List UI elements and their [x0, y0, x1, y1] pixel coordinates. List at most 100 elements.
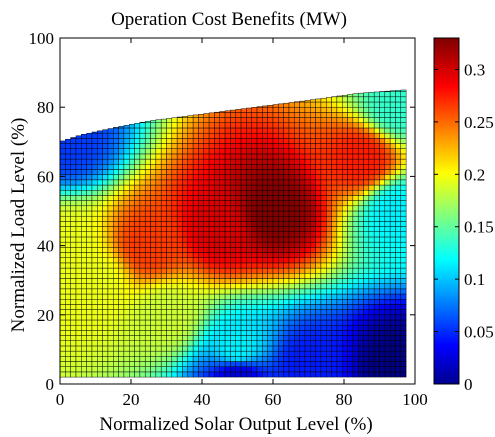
heatmap-cell — [326, 179, 332, 186]
heatmap-cell — [123, 236, 130, 243]
heatmap-cell — [59, 153, 66, 160]
heatmap-cell — [251, 335, 258, 341]
heatmap-cell — [144, 190, 151, 196]
heatmap-cell — [400, 148, 407, 155]
heatmap-cell — [203, 241, 210, 248]
heatmap-cell — [240, 361, 247, 367]
heatmap-cell — [123, 143, 130, 149]
heatmap-cell — [144, 283, 151, 290]
heatmap-cell — [379, 293, 386, 300]
heatmap-cell — [278, 148, 284, 155]
heatmap-cell — [166, 371, 173, 378]
heatmap-cell — [129, 241, 135, 248]
heatmap-cell — [102, 236, 109, 243]
heatmap-cell — [320, 122, 327, 129]
heatmap-cell — [144, 356, 151, 362]
heatmap-cell — [310, 226, 316, 232]
heatmap-cell — [81, 252, 87, 258]
heatmap-cell — [235, 340, 242, 347]
x-tick-label: 40 — [194, 390, 211, 409]
heatmap-cell — [368, 158, 375, 165]
heatmap-cell — [262, 138, 268, 144]
heatmap-cell — [389, 299, 396, 305]
heatmap-cell — [176, 221, 183, 227]
heatmap-cell — [81, 164, 87, 170]
heatmap-cell — [357, 345, 364, 352]
heatmap-cell — [294, 267, 300, 274]
colorbar-tick-label: 0 — [464, 375, 473, 394]
heatmap-cell — [342, 117, 348, 123]
y-tick-label: 20 — [37, 306, 54, 325]
heatmap-cell — [379, 252, 386, 258]
heatmap-cell — [187, 262, 194, 269]
heatmap-cell — [155, 148, 162, 155]
heatmap-cell — [176, 241, 183, 248]
heatmap-cell — [155, 293, 162, 300]
heatmap-cell — [283, 117, 290, 123]
heatmap-cell — [379, 200, 386, 207]
heatmap-cell — [224, 215, 231, 222]
heatmap-cell — [192, 309, 199, 316]
heatmap-cell — [363, 195, 370, 201]
heatmap-cell — [139, 221, 146, 227]
heatmap-cell — [214, 148, 220, 155]
heatmap-cell — [81, 153, 87, 160]
heatmap-cell — [187, 195, 194, 201]
heatmap-cell — [171, 345, 178, 352]
heatmap-cell — [342, 345, 348, 352]
heatmap-cell — [182, 205, 189, 212]
heatmap-cell — [203, 252, 210, 258]
heatmap-cell — [272, 288, 279, 295]
heatmap-cell — [331, 283, 338, 290]
heatmap-cell — [246, 112, 252, 118]
heatmap-cell — [107, 174, 114, 181]
heatmap-cell — [139, 366, 146, 373]
heatmap-cell — [107, 345, 114, 352]
heatmap-cell — [107, 210, 114, 217]
heatmap-cell — [400, 340, 407, 347]
heatmap-cell — [352, 267, 359, 274]
heatmap-cell — [326, 247, 332, 253]
heatmap-cell — [160, 288, 167, 295]
heatmap-cell — [352, 210, 359, 217]
heatmap-cell — [384, 350, 391, 357]
heatmap-cell — [288, 319, 295, 326]
heatmap-cell — [235, 205, 242, 212]
heatmap-cell — [203, 335, 210, 341]
heatmap-cell — [347, 314, 354, 321]
heatmap-cell — [65, 267, 71, 274]
heatmap-cell — [235, 210, 242, 217]
heatmap-cell — [224, 122, 231, 129]
heatmap-cell — [75, 236, 82, 243]
heatmap-cell — [310, 314, 316, 321]
heatmap-cell — [304, 215, 311, 222]
heatmap-cell — [352, 283, 359, 290]
heatmap-cell — [182, 215, 189, 222]
heatmap-cell — [192, 247, 199, 253]
heatmap-cell — [235, 195, 242, 201]
heatmap-cell — [278, 324, 284, 331]
heatmap-cell — [251, 288, 258, 295]
heatmap-cell — [160, 200, 167, 207]
heatmap-cell — [176, 153, 183, 160]
heatmap-cell — [246, 169, 252, 175]
heatmap-cell — [347, 293, 354, 300]
heatmap-cell — [150, 288, 157, 295]
heatmap-cell — [150, 361, 157, 367]
heatmap-cell — [91, 288, 98, 295]
heatmap-cell — [347, 330, 354, 336]
heatmap-cell — [336, 112, 343, 118]
heatmap-cell — [272, 309, 279, 316]
heatmap-cell — [395, 90, 402, 92]
heatmap-cell — [150, 283, 157, 290]
heatmap-cell — [262, 169, 268, 175]
heatmap-cell — [357, 106, 364, 113]
heatmap-cell — [230, 330, 236, 336]
heatmap-cell — [240, 195, 247, 201]
heatmap-cell — [187, 148, 194, 155]
heatmap-cell — [384, 138, 391, 144]
heatmap-cell — [134, 288, 141, 295]
heatmap-cell — [326, 226, 332, 232]
heatmap-cell — [373, 91, 380, 98]
heatmap-cell — [224, 205, 231, 212]
